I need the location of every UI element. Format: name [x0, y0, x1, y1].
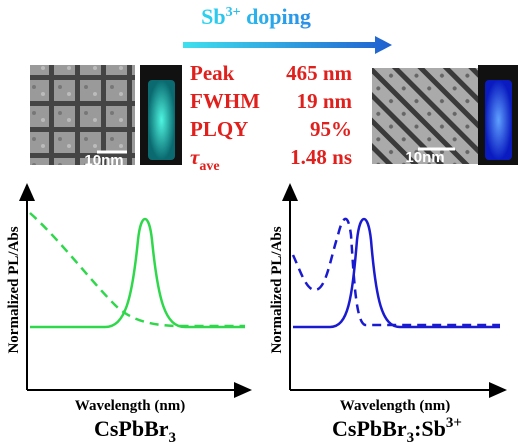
compound-label: CsPbBr3 — [94, 416, 176, 442]
arrow-label-sup: 3+ — [226, 5, 241, 20]
property-value: 95% — [310, 117, 352, 141]
property-label: PLQY — [190, 117, 248, 141]
arrow-label: Sb3+ doping — [201, 4, 311, 29]
compound-base: CsPbBr — [94, 416, 169, 441]
abs-curve — [291, 217, 500, 327]
y-axis-label: Normalized PL/Abs — [6, 226, 22, 353]
abs-curve — [29, 212, 245, 328]
compound-sub: 3 — [407, 430, 415, 442]
property-label: τave — [190, 145, 220, 174]
scale-bar-label: 10nm — [84, 152, 123, 169]
property-value: 19 nm — [297, 89, 353, 113]
vial — [148, 80, 175, 160]
property-value: 465 nm — [286, 61, 352, 85]
doping-arrow — [183, 36, 392, 54]
vial — [485, 80, 512, 160]
property-label: FWHM — [190, 89, 260, 113]
tau: τ — [190, 145, 200, 169]
tau-sub: ave — [199, 159, 219, 174]
compound-base: CsPbBr — [332, 416, 407, 441]
tem-image — [30, 65, 135, 165]
compound-rest: :Sb — [414, 416, 446, 441]
compound-sub: 3 — [169, 430, 177, 442]
arrow-label-base: Sb — [201, 4, 225, 29]
compound-sup: 3+ — [446, 415, 462, 431]
scale-bar-label: 10nm — [405, 149, 444, 166]
pl-curve — [30, 218, 245, 329]
compound-label: CsPbBr3:Sb3+ — [332, 415, 462, 442]
arrow-label-rest: doping — [241, 4, 311, 29]
y-axis-label: Normalized PL/Abs — [269, 226, 285, 353]
x-axis-label: Wavelength (nm) — [75, 398, 185, 414]
property-label: Peak — [190, 61, 235, 85]
pl-curve — [293, 218, 500, 329]
x-axis-label: Wavelength (nm) — [340, 398, 450, 414]
property-value: 1.48 ns — [290, 145, 352, 169]
